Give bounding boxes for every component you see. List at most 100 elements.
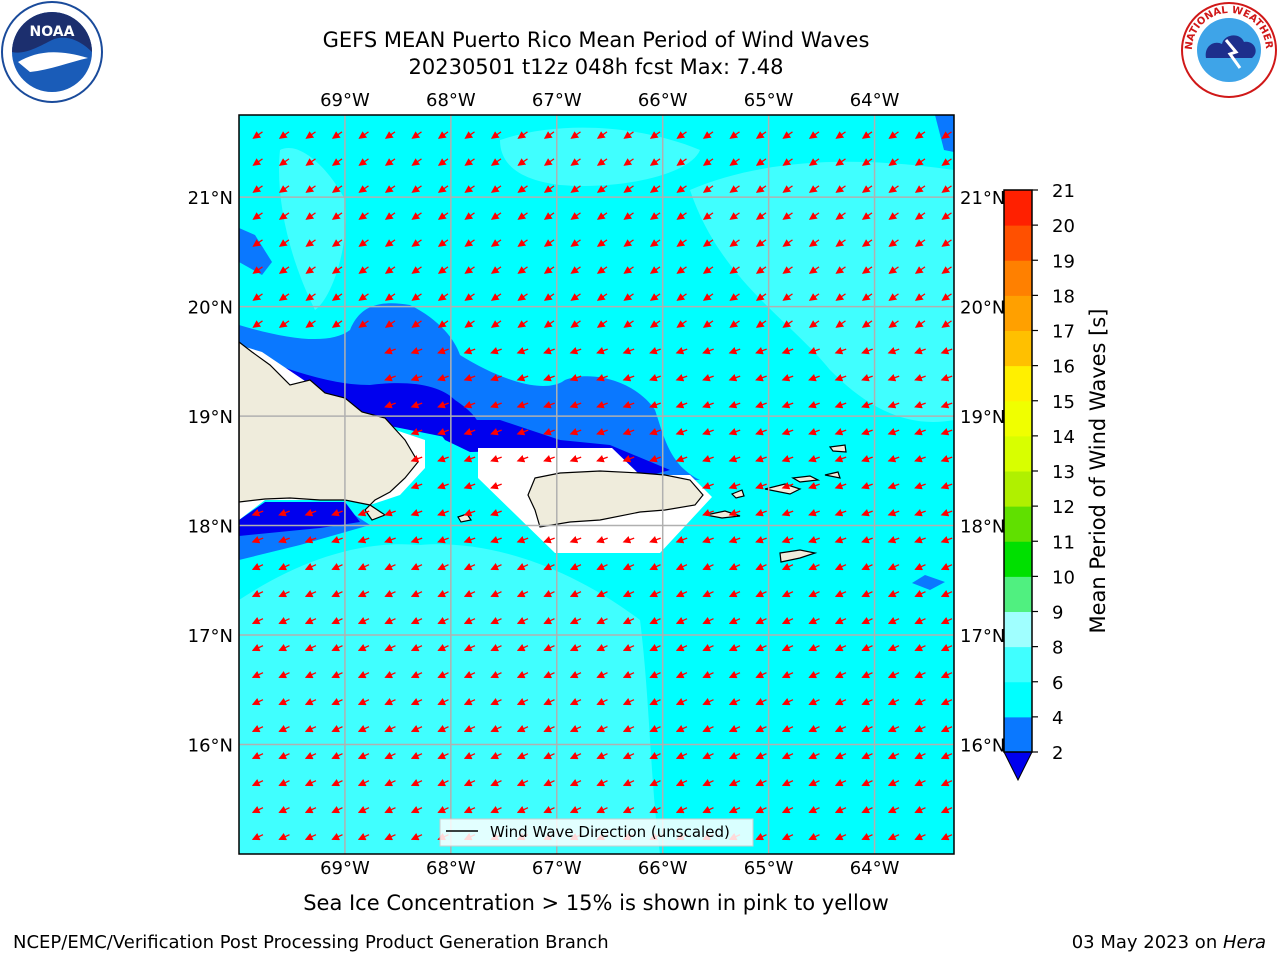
wave-arrow	[702, 725, 714, 733]
wave-arrow	[649, 373, 661, 382]
wave-arrow	[649, 563, 661, 571]
wave-arrow	[781, 698, 794, 706]
wave-arrow	[490, 644, 502, 652]
colorbar-tick-label: 2	[1052, 743, 1063, 764]
wave-arrow	[835, 320, 846, 328]
wave-arrow	[675, 535, 688, 544]
wave-arrow	[437, 806, 449, 814]
wave-arrow	[941, 212, 952, 220]
wave-arrow	[304, 535, 317, 544]
wave-arrow	[675, 725, 688, 733]
wave-arrow	[278, 833, 290, 841]
wave-arrow	[834, 779, 847, 787]
wave-arrow	[384, 293, 396, 301]
wave-arrow	[569, 373, 582, 382]
wave-arrow	[490, 266, 502, 274]
wave-arrow	[649, 454, 661, 463]
wave-arrow	[304, 698, 317, 706]
wave-arrow	[940, 671, 953, 679]
wave-arrow	[517, 185, 528, 193]
wave-arrow	[437, 590, 449, 598]
wave-arrow	[437, 158, 449, 166]
wave-arrow	[569, 346, 582, 355]
wave-arrow	[384, 239, 396, 247]
lon-label-top: 68°W	[426, 90, 476, 111]
wave-arrow	[808, 535, 820, 544]
wave-arrow	[384, 158, 396, 166]
footer-date: 03 May 2023 on Hera	[1072, 932, 1266, 953]
wave-arrow	[516, 346, 529, 355]
wave-arrow	[808, 427, 820, 436]
wave-arrow	[914, 131, 926, 139]
wave-arrow	[728, 508, 741, 517]
wave-arrow	[940, 752, 953, 760]
wave-arrow	[357, 563, 370, 571]
field-darkblue-north	[250, 355, 480, 440]
wave-arrow	[941, 266, 952, 274]
wave-arrow	[781, 671, 794, 679]
wave-arrow	[834, 617, 847, 625]
wave-arrow	[357, 725, 370, 733]
wave-arrow	[940, 779, 953, 787]
wave-arrow	[490, 373, 502, 382]
wave-arrow	[808, 617, 820, 625]
wave-arrow	[517, 158, 528, 166]
wave-arrow	[887, 725, 900, 733]
wave-arrow	[914, 373, 926, 382]
colorbar-tick-label: 6	[1052, 673, 1063, 694]
wave-arrow	[887, 617, 900, 625]
wave-arrow	[331, 212, 343, 220]
wave-arrow	[755, 833, 767, 841]
wave-arrow	[570, 266, 581, 274]
wave-arrow	[649, 158, 661, 166]
wave-arrow	[596, 320, 608, 328]
wave-arrow	[278, 617, 290, 625]
wave-arrow	[940, 725, 953, 733]
wave-arrow	[781, 833, 794, 841]
colorbar-segment	[1004, 225, 1032, 261]
wave-arrow	[622, 427, 635, 436]
wave-arrow	[543, 427, 555, 436]
wave-arrow	[463, 617, 476, 625]
wave-arrow	[781, 454, 794, 463]
colorbar-under-triangle	[1003, 751, 1033, 782]
wave-arrow	[861, 266, 873, 274]
wave-arrow	[834, 508, 847, 517]
wave-arrow	[384, 400, 396, 409]
lon-label-bottom: 65°W	[744, 858, 794, 879]
wave-arrow	[649, 698, 661, 706]
wave-arrow	[861, 185, 873, 193]
wave-arrow	[675, 590, 688, 598]
wave-arrow	[358, 239, 369, 247]
wave-arrow	[570, 185, 581, 193]
wave-arrow	[782, 266, 793, 274]
wave-arrow	[808, 806, 820, 814]
wave-arrow	[755, 427, 767, 436]
wave-arrow	[835, 212, 846, 220]
wave-arrow	[437, 617, 449, 625]
wave-arrow	[808, 644, 820, 652]
wave-arrow	[861, 535, 873, 544]
wave-arrow	[305, 185, 316, 193]
colorbar-segment	[1004, 611, 1032, 648]
wave-arrow	[649, 320, 661, 328]
wave-arrow	[914, 346, 926, 355]
chart-subtitle: 20230501 t12z 048h fcst Max: 7.48	[408, 55, 784, 79]
colorbar-tick-label: 18	[1052, 286, 1075, 307]
wave-arrow	[569, 400, 582, 409]
wave-arrow	[384, 373, 396, 382]
wave-arrow	[384, 563, 396, 571]
wave-arrow	[622, 752, 635, 760]
wave-arrow	[914, 266, 926, 274]
wave-arrow	[622, 535, 635, 544]
wave-arrow	[278, 698, 290, 706]
wave-arrow	[675, 806, 688, 814]
wave-arrow	[755, 158, 767, 166]
wave-arrow	[702, 185, 714, 193]
wave-arrow	[728, 644, 741, 652]
wave-arrow	[861, 158, 873, 166]
wave-arrow	[861, 563, 873, 571]
wave-arrow	[490, 779, 502, 787]
wave-arrow	[516, 725, 529, 733]
wave-arrow	[251, 563, 264, 571]
